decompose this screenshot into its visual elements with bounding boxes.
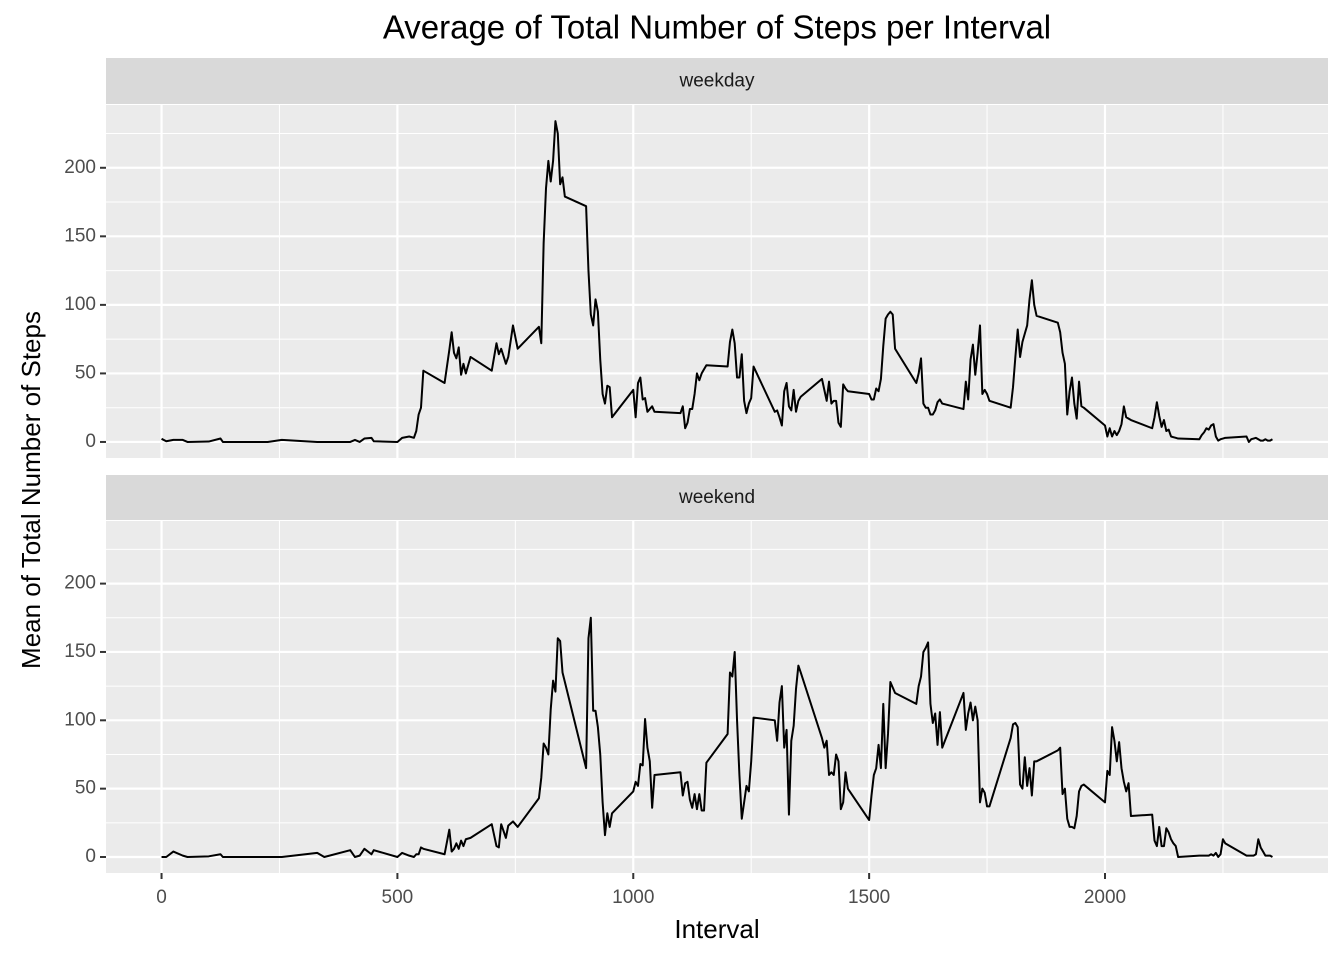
y-tick-label: 50 (75, 362, 96, 383)
panel (106, 105, 1328, 458)
chart-title: Average of Total Number of Steps per Int… (383, 9, 1051, 46)
y-tick-label: 200 (64, 157, 96, 178)
x-tick-label: 2000 (1084, 887, 1126, 908)
y-tick-label: 150 (64, 641, 96, 662)
y-axis-label: Mean of Total Number of Steps (16, 311, 46, 669)
strip-label: weekday (679, 71, 755, 92)
x-tick-label: 500 (382, 887, 414, 908)
strip (106, 475, 1328, 520)
y-tick-label: 100 (64, 709, 96, 730)
y-tick-label: 0 (85, 431, 96, 452)
y-tick-label: 150 (64, 225, 96, 246)
panel (106, 521, 1328, 873)
x-tick-label: 0 (156, 887, 167, 908)
y-tick-label: 0 (85, 846, 96, 867)
line (161, 616, 1273, 859)
y-tick-label: 100 (64, 294, 96, 315)
x-tick-label: 1500 (848, 887, 890, 908)
x-tick-label: 1000 (612, 887, 654, 908)
y-tick-label: 200 (64, 573, 96, 594)
strip (106, 58, 1328, 104)
x-axis-label: Interval (674, 914, 759, 944)
line (161, 120, 1273, 443)
y-tick-label: 50 (75, 778, 96, 799)
strip-label: weekend (678, 487, 755, 508)
